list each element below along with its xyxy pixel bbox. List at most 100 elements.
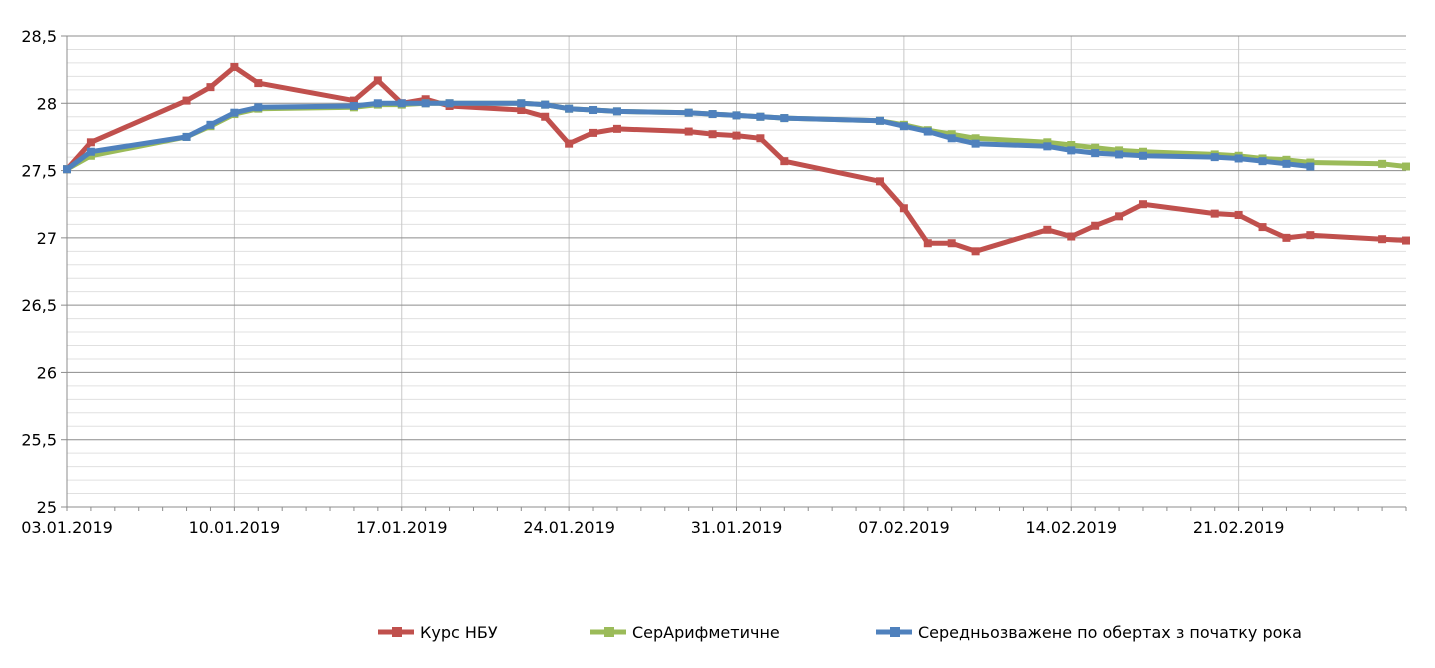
- series-3-point: [565, 104, 574, 113]
- series-1-point: [923, 239, 932, 248]
- y-tick-label: 26: [37, 363, 57, 382]
- series-layer: [63, 62, 1410, 256]
- legend-label: Курс НБУ: [420, 623, 498, 642]
- legend-swatch-marker: [604, 627, 614, 637]
- series-2-point: [1378, 159, 1387, 168]
- series-1-point: [947, 239, 956, 248]
- series-3-point: [1282, 159, 1291, 168]
- series-1-point: [732, 131, 741, 140]
- x-tick-label: 10.01.2019: [189, 518, 281, 537]
- series-1-point: [1043, 225, 1052, 234]
- series-3-point: [517, 99, 526, 108]
- series-1-point: [182, 96, 191, 105]
- series-2-point: [1043, 138, 1052, 147]
- series-3-point: [1234, 154, 1243, 163]
- series-1-point: [349, 96, 358, 105]
- series-3-point: [182, 132, 191, 141]
- series-3-point: [349, 101, 358, 110]
- series-3-point: [397, 99, 406, 108]
- legend-swatch-marker: [890, 627, 900, 637]
- series-3-point: [86, 147, 95, 156]
- y-tick-label: 28: [37, 94, 57, 113]
- series-2-point: [1402, 162, 1410, 171]
- legend-swatch-marker: [392, 627, 402, 637]
- series-1-point: [373, 76, 382, 85]
- series-line-3: [64, 100, 1313, 172]
- series-3-point: [421, 99, 430, 108]
- y-tick-label: 25: [37, 498, 57, 517]
- series-3-point: [1210, 153, 1219, 162]
- series-1-point: [517, 106, 526, 115]
- y-tick-label: 28,5: [21, 27, 57, 46]
- series-1-point: [875, 177, 884, 186]
- series-3-point: [445, 99, 454, 108]
- series-3-point: [923, 127, 932, 136]
- series-1-point: [86, 138, 95, 147]
- series-3-point: [1258, 157, 1267, 166]
- x-tick-label: 07.02.2019: [858, 518, 950, 537]
- series-1-point: [1306, 231, 1315, 240]
- series-3-point: [684, 108, 693, 117]
- series-1-point: [756, 134, 765, 143]
- series-1-point: [1138, 200, 1147, 209]
- series-2-point: [971, 134, 980, 143]
- series-1-point: [1234, 210, 1243, 219]
- series-1-point: [684, 127, 693, 136]
- series-1-point: [565, 139, 574, 148]
- series-1-point: [589, 128, 598, 137]
- series-3-point: [1067, 146, 1076, 155]
- series-1-point: [612, 124, 621, 133]
- series-3-point: [1138, 151, 1147, 160]
- y-tick-label: 27: [37, 229, 57, 248]
- series-1-point: [780, 157, 789, 166]
- legend-label: Середньозважене по обертах з початку рок…: [918, 623, 1302, 642]
- series-3-point: [756, 112, 765, 121]
- series-1-point: [541, 112, 550, 121]
- series-3-point: [1091, 149, 1100, 158]
- series-2-point: [1282, 155, 1291, 164]
- chart-legend: Курс НБУ СерАрифметичне Середньозважене по…: [378, 623, 1302, 642]
- axis-layer: 25 25,5 26 26,5 27 27,5 28 28,5 03.01.2019 10.01.…: [21, 27, 1407, 537]
- series-1-point: [899, 204, 908, 213]
- series-3-point: [1115, 150, 1124, 159]
- series-2-point: [86, 151, 95, 160]
- series-3-point: [875, 116, 884, 125]
- series-3-point: [230, 108, 239, 117]
- x-tick-label: 03.01.2019: [21, 518, 113, 537]
- series-1-point: [971, 247, 980, 256]
- series-1-point: [254, 79, 263, 88]
- series-1-point: [230, 62, 239, 71]
- series-1-point: [1282, 233, 1291, 242]
- x-tick-label: 31.01.2019: [691, 518, 783, 537]
- series-1-point: [206, 83, 215, 92]
- y-tick-label: 26,5: [21, 296, 57, 315]
- series-1-point: [1067, 232, 1076, 241]
- series-1-point: [708, 130, 717, 139]
- grid-layer: [67, 35, 1406, 508]
- series-3-point: [589, 106, 598, 115]
- series-3-point: [612, 107, 621, 116]
- series-1-point: [1402, 236, 1410, 245]
- y-tick-label: 27,5: [21, 162, 57, 181]
- x-tick-label: 14.02.2019: [1025, 518, 1117, 537]
- series-3-point: [899, 122, 908, 131]
- x-tick-label: 17.01.2019: [356, 518, 448, 537]
- series-3-point: [708, 110, 717, 119]
- series-3-point: [1043, 142, 1052, 151]
- series-1-point: [1210, 209, 1219, 218]
- series-3-point: [206, 120, 215, 129]
- legend-label: СерАрифметичне: [632, 623, 780, 642]
- series-3-point: [1306, 162, 1315, 171]
- y-tick-label: 25,5: [21, 431, 57, 450]
- series-1-point: [421, 95, 430, 104]
- x-tick-label: 24.01.2019: [523, 518, 615, 537]
- series-3-point: [63, 165, 71, 174]
- series-3-point: [373, 99, 382, 108]
- series-1-point: [1258, 223, 1267, 232]
- series-3-point: [541, 100, 550, 109]
- x-tick-label: 21.02.2019: [1193, 518, 1285, 537]
- series-3-point: [732, 111, 741, 120]
- series-2-point: [1091, 143, 1100, 152]
- series-3-point: [971, 139, 980, 148]
